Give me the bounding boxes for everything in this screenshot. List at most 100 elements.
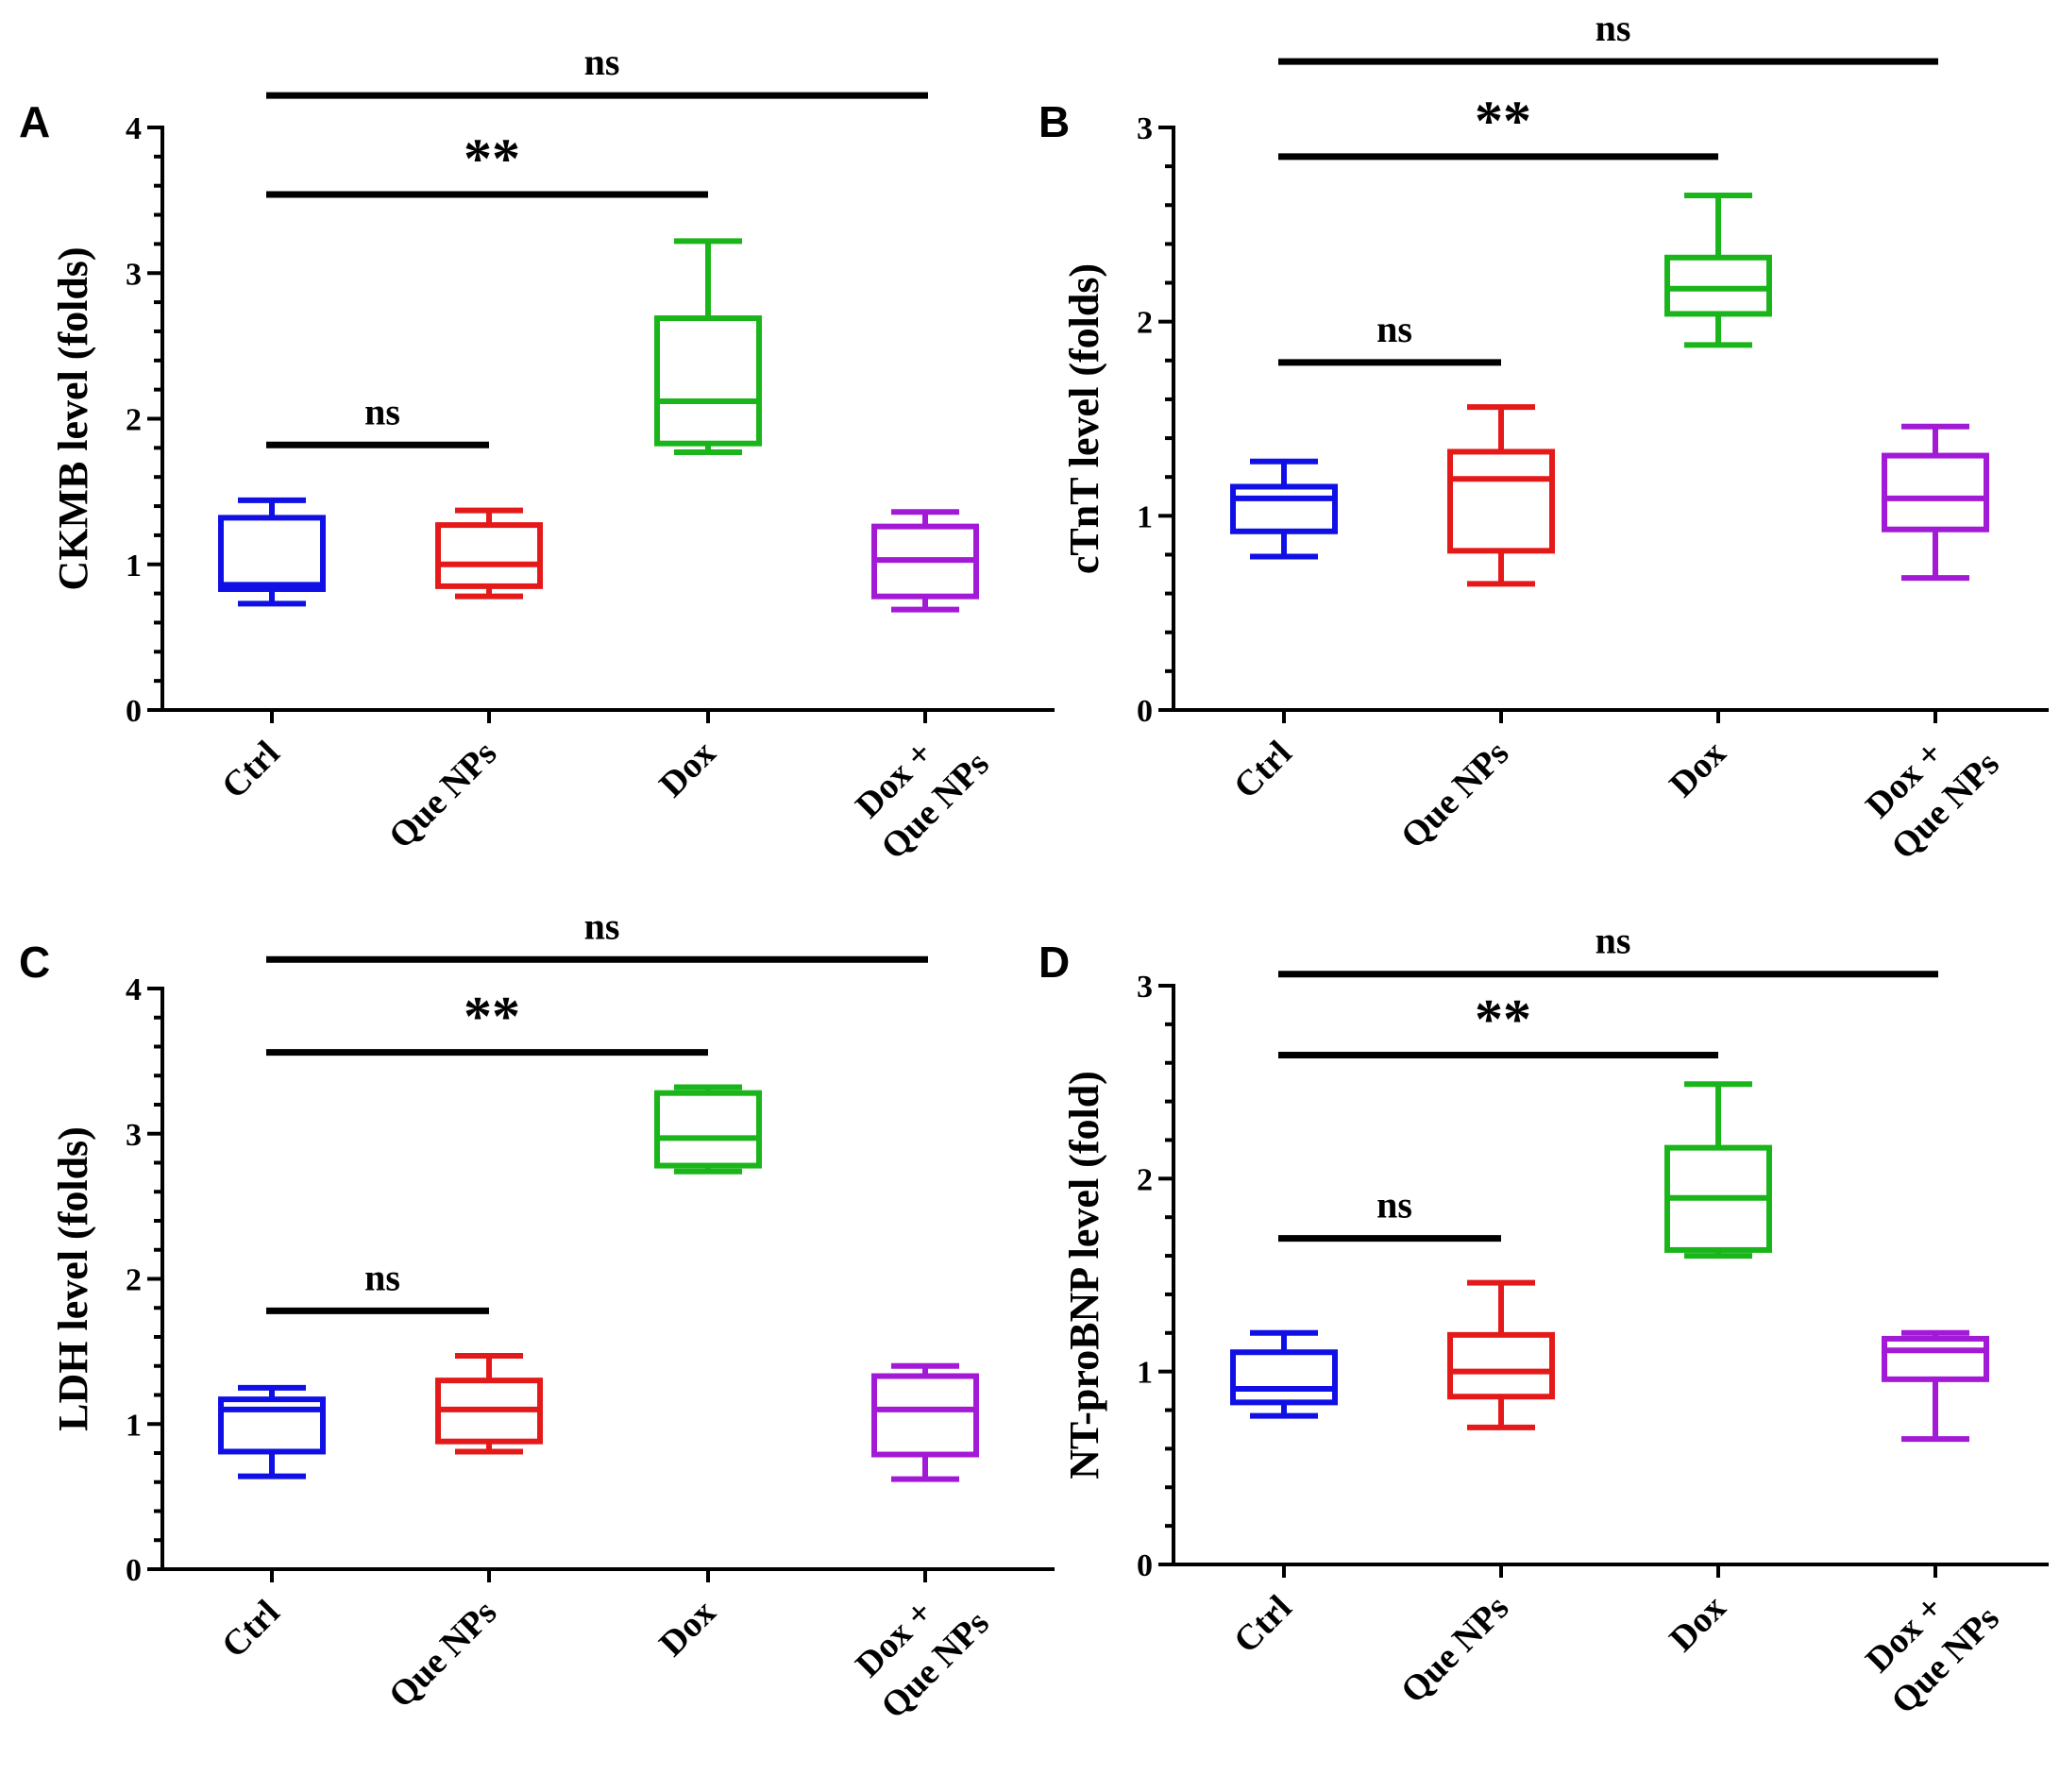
box-iqr: [218, 515, 326, 592]
y-tick-label: 2: [126, 403, 142, 438]
y-tick-label: 0: [126, 694, 142, 729]
box-plot-dox: [654, 238, 762, 455]
panel-a-ckmb: A 0 1 2 3 4 CKMB level (folds) Ctrl Que NPs Dox Do…: [19, 41, 1055, 867]
significance-ns: ns: [1376, 308, 1412, 350]
box-plot-ctrl: [218, 497, 326, 607]
x-category-label-line: Dox: [1662, 734, 1733, 805]
panel-letter: D: [1038, 938, 1070, 987]
x-category-label-line: Que NPs: [1393, 734, 1516, 856]
y-tick-label: 0: [1137, 1548, 1153, 1583]
box-plot-dox-que-nps: [1882, 423, 1989, 582]
panel-letter: A: [19, 97, 50, 146]
significance-stars: **: [1475, 989, 1531, 1051]
x-category-label: Dox: [1662, 734, 1733, 805]
panel-d-nt-probnp: D 0 1 2 3 NT-proBNP level (fold) Ctrl Que NPs Do…: [1038, 920, 2049, 1722]
box-plot-dox-que-nps: [1882, 1329, 1989, 1443]
y-tick-label: 3: [1137, 970, 1153, 1005]
box-iqr: [654, 315, 762, 447]
y-tick-label: 4: [126, 972, 142, 1007]
significance-stars: **: [464, 986, 520, 1048]
box-plot-que-nps: [435, 1352, 543, 1455]
x-category-label-line: Dox: [1662, 1588, 1733, 1660]
panel-b-ctnt: B 0 1 2 3 cTnT level (folds) Ctrl Que NPs Dox Dox…: [1038, 7, 2049, 867]
x-category-label-line: Ctrl: [1226, 1588, 1299, 1661]
x-category-label: Dox +Que NPs: [1850, 711, 2007, 868]
box-iqr: [1447, 1331, 1555, 1400]
x-category-label: Dox +Que NPs: [840, 1570, 997, 1727]
y-tick-label: 1: [1137, 499, 1153, 534]
significance-ns: ns: [1596, 920, 1631, 962]
panel-letter: C: [19, 938, 50, 987]
significance-ns: ns: [364, 390, 400, 432]
x-category-label: Que NPs: [1393, 734, 1516, 856]
x-category-label-line: Dox: [651, 734, 723, 805]
x-category-label-line: Ctrl: [214, 734, 287, 806]
panel-letter: B: [1038, 97, 1070, 146]
significance-stars: **: [1475, 90, 1531, 152]
x-category-label-line: Que NPs: [1393, 1588, 1516, 1711]
x-category-label-line: Que NPs: [381, 1593, 504, 1716]
box-plot-que-nps: [1447, 1279, 1555, 1430]
x-category-label: Que NPs: [381, 734, 504, 856]
box-plot-dox-que-nps: [871, 1362, 979, 1482]
y-tick-label: 1: [1137, 1356, 1153, 1391]
x-category-label: Que NPs: [381, 1593, 504, 1716]
y-tick-label: 3: [1137, 111, 1153, 146]
y-tick-label: 3: [126, 1118, 142, 1153]
y-axis-title: cTnT level (folds): [1061, 263, 1107, 574]
significance-ns: ns: [1376, 1184, 1412, 1226]
x-category-label-line: Que NPs: [381, 734, 504, 856]
y-tick-label: 1: [126, 549, 142, 583]
box-plot-dox-que-nps: [871, 509, 979, 613]
significance-ns: ns: [1596, 7, 1631, 49]
x-category-label: Dox +Que NPs: [1850, 1565, 2007, 1722]
box-iqr: [1447, 448, 1555, 554]
panel-c-ldh: C 0 1 2 3 4 LDH level (folds) Ctrl Que NPs Dox Dox…: [19, 904, 1055, 1726]
box-plot-que-nps: [1447, 404, 1555, 587]
box-iqr: [435, 522, 543, 589]
x-category-label-line: Ctrl: [214, 1593, 287, 1665]
x-category-label: Que NPs: [1393, 1588, 1516, 1711]
y-tick-label: 2: [1137, 306, 1153, 341]
x-category-label: Dox: [651, 734, 723, 805]
significance-ns: ns: [584, 41, 620, 83]
x-category-label: Ctrl: [214, 734, 287, 806]
box-iqr: [1882, 1335, 1989, 1382]
x-category-label-line: Ctrl: [1226, 734, 1299, 806]
x-category-label: Dox: [1662, 1588, 1733, 1660]
x-category-label: Ctrl: [214, 1593, 287, 1665]
y-axis-title: CKMB level (folds): [50, 246, 96, 590]
y-tick-label: 3: [126, 257, 142, 292]
significance-ns: ns: [584, 904, 620, 947]
box-plot-dox: [1664, 1081, 1772, 1259]
y-tick-label: 0: [1137, 694, 1153, 729]
significance-ns: ns: [364, 1256, 400, 1298]
box-iqr: [871, 1373, 979, 1458]
box-plot-que-nps: [435, 507, 543, 600]
y-axis-title: LDH level (folds): [50, 1126, 96, 1431]
y-tick-label: 2: [126, 1263, 142, 1298]
box-plot-dox: [654, 1084, 762, 1175]
box-iqr: [654, 1090, 762, 1169]
box-iqr: [1882, 452, 1989, 533]
box-plot-ctrl: [218, 1384, 326, 1479]
x-category-label: Ctrl: [1226, 734, 1299, 806]
box-iqr: [1230, 483, 1338, 534]
box-iqr: [1230, 1349, 1338, 1406]
box-plot-ctrl: [1230, 458, 1338, 560]
y-tick-label: 1: [126, 1408, 142, 1443]
box-iqr: [218, 1396, 326, 1455]
box-iqr: [1664, 254, 1772, 317]
x-category-label: Dox +Que NPs: [840, 711, 997, 868]
x-category-label-line: Dox: [651, 1593, 723, 1665]
y-axis-title: NT-proBNP level (fold): [1061, 1071, 1107, 1479]
y-tick-label: 2: [1137, 1162, 1153, 1197]
box-plot-ctrl: [1230, 1329, 1338, 1419]
x-category-label: Ctrl: [1226, 1588, 1299, 1661]
y-tick-label: 0: [126, 1553, 142, 1588]
box-plot-dox: [1664, 192, 1772, 348]
significance-stars: **: [464, 127, 520, 190]
x-category-label: Dox: [651, 1593, 723, 1665]
y-tick-label: 4: [126, 111, 142, 146]
